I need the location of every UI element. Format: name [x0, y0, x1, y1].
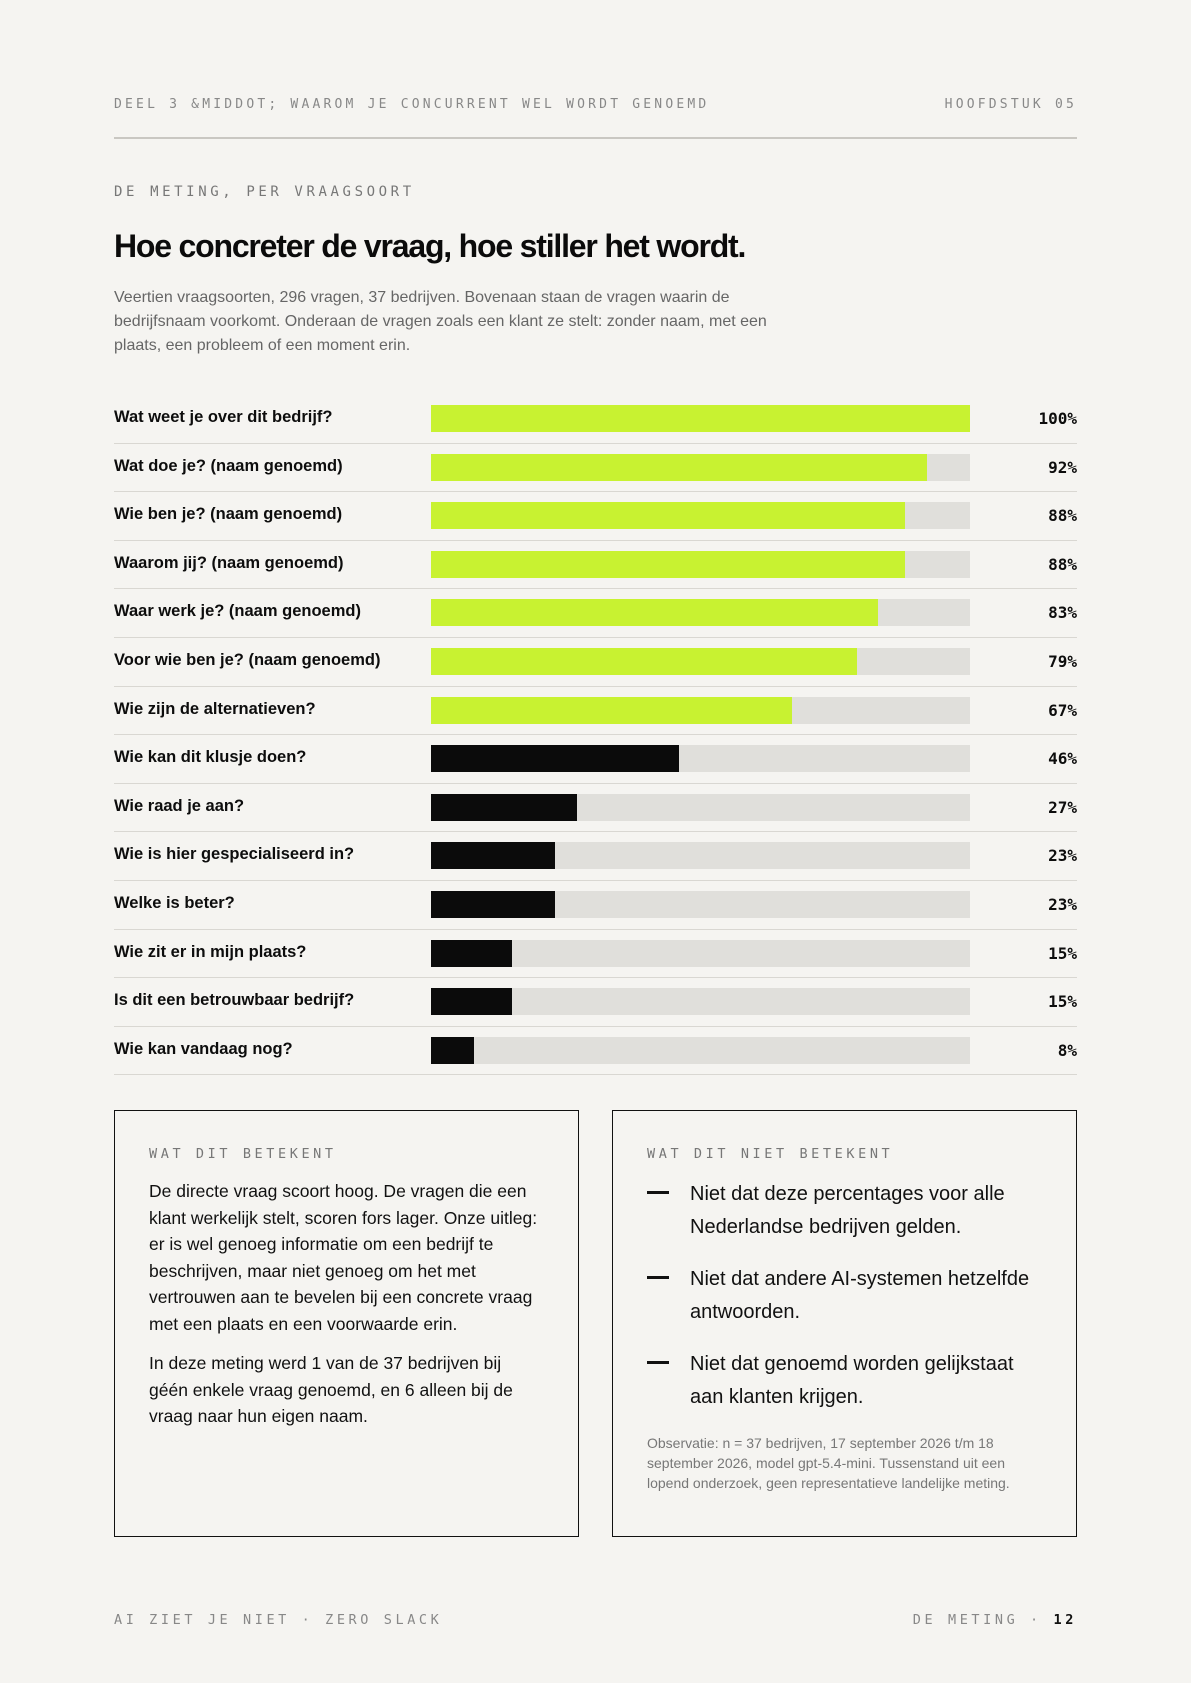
bar-track — [431, 793, 970, 821]
bar-track — [431, 453, 970, 481]
bar — [431, 453, 927, 481]
page-number: 12 — [1053, 1612, 1077, 1628]
bar — [431, 793, 577, 821]
chart-row: Is dit een betrouwbaar bedrijf? 15% — [114, 978, 1077, 1027]
category-label: Wat weet je over dit bedrijf? — [114, 408, 333, 426]
bar-track — [431, 696, 970, 724]
bullet-item: Niet dat andere AI-systemen hetzelfde an… — [647, 1263, 1042, 1329]
value-label: 92% — [1048, 457, 1077, 477]
chart-row: Wie kan vandaag nog? 8% — [114, 1027, 1077, 1076]
chart-row: Wat doe je? (naam genoemd) 92% — [114, 444, 1077, 493]
meaning-box-title: WAT DIT BETEKENT — [149, 1146, 337, 1162]
bullet-item: Niet dat deze percentages voor alle Nede… — [647, 1178, 1042, 1244]
observation-note: Observatie: n = 37 bedrijven, 17 septemb… — [647, 1435, 1010, 1491]
footer-publication: AI ZIET JE NIET · ZERO SLACK — [114, 1612, 443, 1628]
category-label: Wat doe je? (naam genoemd) — [114, 456, 343, 475]
page-footer: AI ZIET JE NIET · ZERO SLACK DE METING ·… — [114, 1612, 1077, 1628]
running-header: DEEL 3 &MIDDOT; WAAROM JE CONCURRENT WEL… — [114, 97, 1077, 112]
bar — [431, 599, 879, 627]
category-label: Wie zijn de alternatieven? — [114, 699, 316, 718]
bar-track — [431, 745, 970, 773]
bar — [431, 745, 679, 773]
bar-track — [431, 647, 970, 675]
bar-track — [431, 502, 970, 530]
chart-row: Waarom jij? (naam genoemd) 88% — [114, 541, 1077, 590]
value-label: 83% — [1048, 603, 1077, 623]
not-meaning-box-title: WAT DIT NIET BETEKENT — [647, 1146, 894, 1162]
bar — [431, 647, 857, 675]
value-label: 27% — [1048, 797, 1077, 817]
meaning-box: WAT DIT BETEKENT De directe vraag scoort… — [114, 1110, 579, 1537]
bar-track — [431, 988, 970, 1016]
header-section: DEEL 3 &MIDDOT; WAAROM JE CONCURRENT WEL… — [114, 97, 710, 112]
chart-row: Wie ben je? (naam genoemd) 88% — [114, 492, 1077, 541]
bar — [431, 939, 512, 967]
bar-track — [431, 890, 970, 918]
category-label: Is dit een betrouwbaar bedrijf? — [114, 991, 355, 1010]
header-divider — [114, 137, 1077, 139]
value-label: 15% — [1048, 943, 1077, 963]
dash-icon — [647, 1191, 669, 1194]
bullet-text: Niet dat andere AI-systemen hetzelfde an… — [690, 1268, 1030, 1323]
chart-row: Wie kan dit klusje doen? 46% — [114, 735, 1077, 784]
category-label: Wie zit er in mijn plaats? — [114, 942, 307, 961]
bar — [431, 890, 555, 918]
value-label: 67% — [1048, 700, 1077, 720]
dash-icon — [647, 1276, 669, 1279]
category-label: Wie kan vandaag nog? — [114, 1039, 293, 1058]
bullet-text: Niet dat genoemd worden gelijkstaat aan … — [690, 1353, 1014, 1408]
bar-track — [431, 550, 970, 578]
value-label: 15% — [1048, 992, 1077, 1012]
category-label: Voor wie ben je? (naam genoemd) — [114, 650, 381, 669]
chart-row: Wie is hier gespecialiseerd in? 23% — [114, 832, 1077, 881]
bar — [431, 550, 906, 578]
bar-track — [431, 939, 970, 967]
category-label: Wie kan dit klusje doen? — [114, 748, 307, 767]
value-label: 46% — [1048, 749, 1077, 769]
bar-chart: Wat weet je over dit bedrijf? 100% Wat doe… — [114, 395, 1077, 1076]
category-label: Waarom jij? (naam genoemd) — [114, 553, 344, 572]
value-label: 23% — [1048, 894, 1077, 914]
category-label: Wie is hier gespecialiseerd in? — [114, 845, 355, 864]
footer-page-info: DE METING · 12 — [913, 1612, 1077, 1628]
chart-row: Waar werk je? (naam genoemd) 83% — [114, 589, 1077, 638]
not-meaning-box: WAT DIT NIET BETEKENT Niet dat deze perc… — [612, 1110, 1077, 1537]
page-title: Hoe concreter de vraag, hoe stiller het … — [114, 228, 746, 264]
category-label: Wie raad je aan? — [114, 796, 245, 815]
value-label: 8% — [1057, 1040, 1077, 1060]
category-label: Waar werk je? (naam genoemd) — [114, 602, 361, 621]
bar-track — [431, 1036, 970, 1064]
bar — [431, 842, 555, 870]
value-label: 100% — [1038, 409, 1077, 428]
bar-track — [431, 599, 970, 627]
chart-row: Wat weet je over dit bedrijf? 100% — [114, 395, 1077, 444]
bullet-text: Niet dat deze percentages voor alle Nede… — [690, 1183, 1005, 1238]
chart-row: Wie zijn de alternatieven? 67% — [114, 687, 1077, 736]
bar — [431, 502, 906, 530]
footer-section-label: DE METING · — [912, 1612, 1042, 1628]
chart-row: Wie raad je aan? 27% — [114, 784, 1077, 833]
value-label: 88% — [1048, 554, 1077, 574]
meaning-paragraph: In deze meting werd 1 van de 37 bedrijve… — [149, 1353, 513, 1426]
bar-track — [431, 405, 970, 432]
dash-icon — [647, 1361, 669, 1364]
chart-row: Wie zit er in mijn plaats? 15% — [114, 930, 1077, 979]
chart-row: Voor wie ben je? (naam genoemd) 79% — [114, 638, 1077, 687]
value-label: 79% — [1048, 651, 1077, 671]
category-label: Welke is beter? — [114, 893, 235, 912]
chart-row: Welke is beter? 23% — [114, 881, 1077, 930]
header-chapter: HOOFDSTUK 05 — [944, 97, 1077, 112]
bar — [431, 405, 970, 432]
meaning-paragraph: De directe vraag scoort hoog. De vragen … — [149, 1181, 538, 1334]
value-label: 23% — [1048, 846, 1077, 866]
bar — [431, 1036, 475, 1064]
category-label: Wie ben je? (naam genoemd) — [114, 505, 343, 524]
section-eyebrow: DE METING, PER VRAAGSOORT — [114, 184, 415, 200]
bar-track — [431, 842, 970, 870]
bullet-item: Niet dat genoemd worden gelijkstaat aan … — [647, 1348, 1042, 1414]
bar — [431, 988, 512, 1016]
intro-text: Veertien vraagsoorten, 296 vragen, 37 be… — [114, 289, 767, 354]
bar — [431, 696, 793, 724]
value-label: 88% — [1048, 506, 1077, 526]
